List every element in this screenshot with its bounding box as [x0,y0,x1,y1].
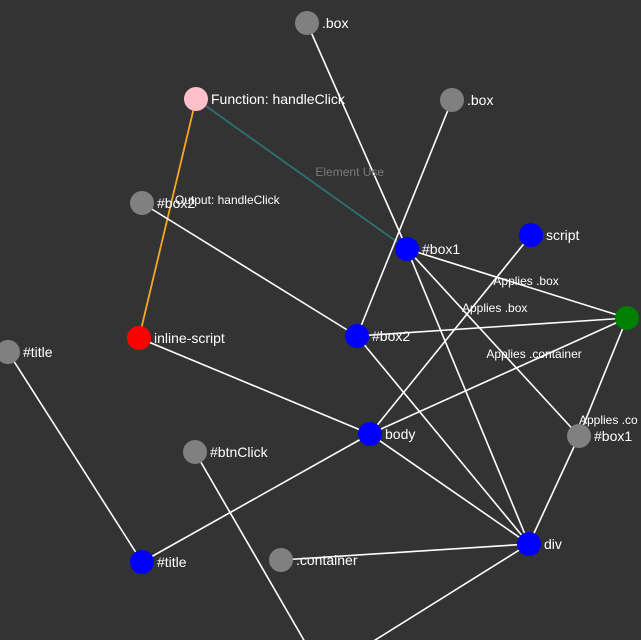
node-circle[interactable] [358,422,382,446]
node-circle[interactable] [395,237,419,261]
edge-title_gray-to-title_blue [7,351,143,563]
edge-box1_gray-to-style_green [578,317,628,437]
node-label: #box1 [594,428,632,444]
node-circle[interactable] [567,424,591,448]
node-label: .box [322,15,348,31]
node-label: #box1 [422,241,460,257]
edge-div-to-offscreen_b [373,543,530,640]
node-box1_gray[interactable]: #box1 [567,424,632,448]
node-box1_blue[interactable]: #box1 [395,237,460,261]
node-label: #title [157,554,187,570]
edge-box1_blue-to-box1_gray [406,248,580,437]
node-label: Function: handleClick [211,91,346,107]
edge-body-to-title_blue [141,433,371,563]
node-circle[interactable] [615,306,639,330]
node-circle[interactable] [183,440,207,464]
node-container[interactable]: .container [269,548,358,572]
edge-box_mid-to-box2_blue [356,99,453,337]
node-title_blue[interactable]: #title [130,550,187,574]
node-circle[interactable] [295,11,319,35]
node-label: script [546,227,580,243]
node-title_gray[interactable]: #title [0,340,53,364]
node-circle[interactable] [127,326,151,350]
edge-body-to-div [369,433,530,545]
node-circle[interactable] [345,324,369,348]
node-label: #btnClick [210,444,269,460]
edge-box2_blue-to-div [356,335,530,545]
edge-body-to-style_green [369,317,628,435]
node-div[interactable]: div [517,532,562,556]
node-box_mid[interactable]: .box [440,88,493,112]
edge-box_top-to-box1_blue [306,22,408,250]
edge-label: Output: handleClick [175,193,281,207]
node-label: #box2 [372,328,410,344]
node-circle[interactable] [440,88,464,112]
node-fn[interactable]: Function: handleClick [184,87,346,111]
edge-label: Applies .container [486,347,581,361]
node-circle[interactable] [519,223,543,247]
edge-label: Applies .box [462,301,527,315]
edge-label: Element Use [315,165,384,179]
edge-labels-layer: Element Use Output: handleClick Applies .b… [175,165,638,427]
edge-fn-to-box1_blue [195,98,408,250]
node-circle[interactable] [0,340,20,364]
node-circle[interactable] [130,191,154,215]
node-box_top[interactable]: .box [295,11,348,35]
node-circle[interactable] [269,548,293,572]
edge-box1_blue-to-style_green [406,248,628,319]
node-label: div [544,536,562,552]
edge-box2_blue-to-style_green [356,317,628,337]
edge-box1_blue-to-div [406,248,530,545]
edge-btn-to-offscreen_a [194,451,305,640]
edges-layer [7,22,628,640]
node-label: .box [467,92,493,108]
node-script[interactable]: script [519,223,580,247]
node-box2_gray[interactable]: #box2 [130,191,195,215]
edge-script-to-body [369,234,532,435]
edge-label: Applies .box [493,274,558,288]
nodes-layer: .box Function: handleClick .box #box2 #box1 s… [0,11,639,574]
node-btn[interactable]: #btnClick [183,440,269,464]
node-inline[interactable]: inline-script [127,326,225,350]
edge-container-to-div [280,543,530,561]
node-body[interactable]: body [358,422,415,446]
node-circle[interactable] [517,532,541,556]
edge-box2_gray-to-box2_blue [141,202,358,337]
node-label: .container [296,552,358,568]
node-label: #title [23,344,53,360]
edge-box1_gray-to-div [528,435,580,545]
node-circle[interactable] [184,87,208,111]
node-style_green[interactable] [615,306,639,330]
node-label: #box2 [157,195,195,211]
node-label: body [385,426,415,442]
node-box2_blue[interactable]: #box2 [345,324,410,348]
node-label: inline-script [154,330,225,346]
edge-inline-to-body [138,337,371,435]
node-circle[interactable] [130,550,154,574]
edge-label: Applies .co [579,413,638,427]
